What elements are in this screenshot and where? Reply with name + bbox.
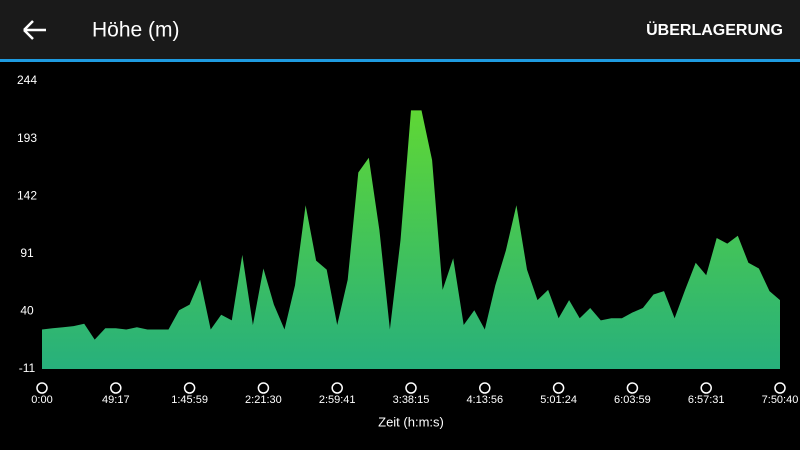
x-tick-marker (405, 382, 417, 394)
x-tick-label: 3:38:15 (393, 394, 430, 406)
y-tick-label: 40 (20, 304, 34, 318)
x-tick-label: 2:59:41 (319, 394, 356, 406)
x-tick-marker (331, 382, 343, 394)
x-tick-label: 2:21:30 (245, 394, 282, 406)
screen-title: Höhe (m) (92, 19, 180, 42)
x-tick-marker (774, 382, 786, 394)
x-axis-label: Zeit (h:m:s) (378, 414, 444, 429)
x-tick-marker (110, 382, 122, 394)
app-bar-divider (0, 59, 800, 62)
y-tick-label: -11 (19, 361, 36, 375)
y-tick-label: 193 (17, 131, 37, 145)
elevation-area (42, 110, 780, 370)
x-tick-marker (479, 382, 491, 394)
overlay-button[interactable]: ÜBERLAGERUNG (646, 20, 783, 39)
x-tick-label: 7:50:40 (762, 394, 799, 406)
x-tick-marker (626, 382, 639, 394)
x-tick-label: 6:03:59 (614, 394, 651, 406)
x-tick-marker (552, 382, 565, 394)
y-tick-label: 91 (20, 246, 34, 260)
x-tick-marker (700, 382, 712, 394)
x-tick-label: 0:00 (31, 394, 52, 406)
back-button[interactable] (23, 20, 46, 40)
x-tick-marker (36, 382, 48, 394)
x-tick-label: 5:01:24 (540, 394, 577, 406)
x-tick-marker (183, 382, 196, 394)
app-bar (0, 0, 800, 60)
plot: 244 193 142 91 40 -11 0:00 49:17 1:45:59 2:21:30 2… (17, 73, 798, 429)
x-tick-label: 49:17 (102, 394, 130, 406)
x-tick-marker (257, 382, 270, 394)
y-tick-label: 244 (17, 73, 37, 87)
x-tick-label: 4:13:56 (466, 394, 503, 406)
y-tick-label: 142 (17, 188, 37, 202)
x-tick-label: 6:57:31 (688, 394, 725, 406)
x-tick-label: 1:45:59 (171, 394, 208, 406)
